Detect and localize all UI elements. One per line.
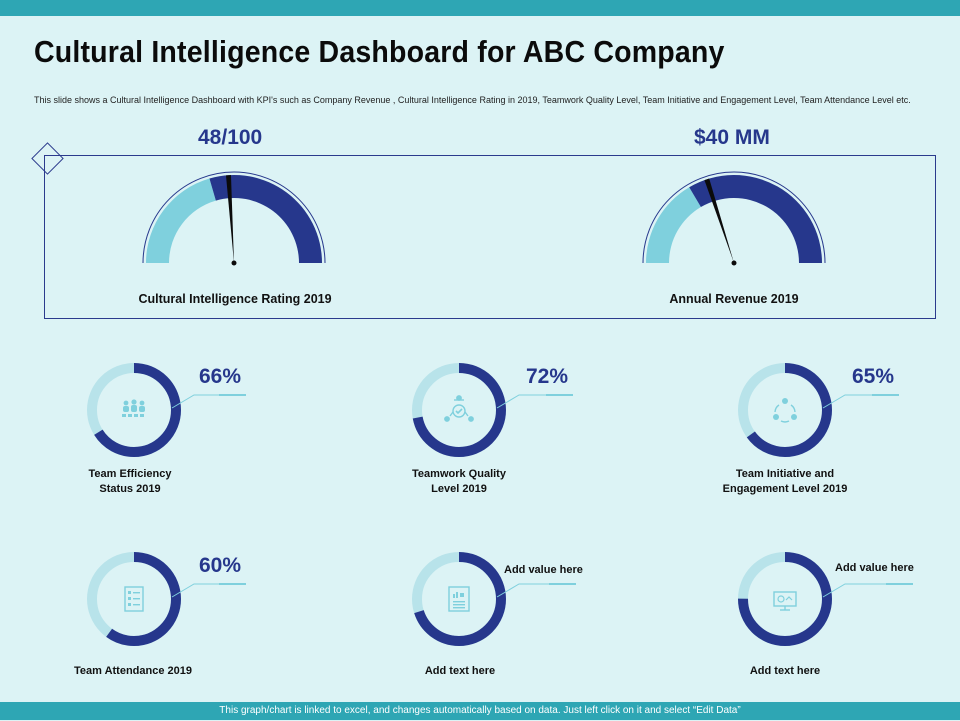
report-chart-icon — [448, 586, 470, 612]
kpi-value-placeholder: Add value here — [504, 564, 583, 576]
gauge-revenue-value: $40 MM — [694, 126, 770, 149]
callout-line — [496, 583, 576, 598]
callout-line — [171, 583, 246, 598]
gauge-rating-value: 48/100 — [198, 126, 263, 149]
gauge-rating-label: Cultural Intelligence Rating 2019 — [138, 292, 332, 306]
callout-line — [171, 394, 246, 409]
quality-network-icon — [444, 395, 474, 422]
footer-note: This graph/chart is linked to excel, and… — [0, 702, 960, 720]
gauge-revenue-outline — [642, 171, 826, 264]
gauge-rating-outline — [142, 171, 326, 264]
callout-line — [822, 394, 899, 409]
kpi-team-attendance: 60% Team Attendance 2019 — [74, 551, 316, 721]
gauge-revenue-pivot — [731, 260, 737, 266]
kpi-donut-chart — [87, 363, 246, 457]
kpi-label: Teamwork Quality Level 2019 — [412, 468, 506, 495]
kpi-donut-chart — [412, 363, 573, 457]
donut-progress — [87, 363, 181, 457]
gauge-revenue-label: Annual Revenue 2019 — [669, 292, 799, 306]
kpi-donut-chart — [412, 552, 576, 646]
kpi-team-initiative: 65% Team Initiative and Engagement Level … — [723, 361, 960, 531]
gauge-revenue-chart — [642, 171, 826, 266]
kpi-donut-chart — [738, 363, 899, 457]
top-accent-bar — [0, 0, 960, 16]
donut-progress — [412, 552, 506, 646]
kpi-percent: 72% — [526, 365, 569, 388]
kpi-value-placeholder: Add value here — [835, 562, 914, 574]
kpi-placeholder-one: Add value here Add text here — [411, 551, 641, 721]
gauge-revenue-needle — [704, 178, 734, 263]
gauges-frame — [44, 155, 936, 319]
gauge-revenue-fill-light — [646, 187, 701, 263]
team-group-icon — [122, 399, 145, 417]
kpi-team-efficiency: 66% Team Efficiency Status 2019 — [86, 361, 316, 531]
page-title: Cultural Intelligence Dashboard for ABC … — [34, 34, 725, 69]
kpi-teamwork-quality: 72% Teamwork Quality Level 2019 — [411, 361, 641, 531]
donut-progress — [738, 552, 832, 646]
kpi-percent: 66% — [199, 365, 242, 388]
callout-line — [822, 583, 913, 598]
kpi-donut-chart — [738, 552, 913, 646]
kpi-percent: 60% — [199, 554, 242, 577]
kpi-label: Add text here — [424, 665, 496, 677]
page-description: This slide shows a Cultural Intelligence… — [34, 95, 911, 105]
gauge-rating-fill-light — [146, 178, 216, 263]
kpi-label: Add text here — [749, 665, 821, 677]
gauge-rating-fill-dark — [209, 175, 322, 263]
kpi-label: Team Initiative and Engagement Level 2019 — [722, 468, 848, 495]
gauge-rating-pivot — [231, 260, 237, 266]
kpi-percent: 65% — [852, 365, 895, 388]
gauge-rating-chart — [142, 171, 326, 266]
donut-progress — [412, 363, 506, 457]
kpi-donut-chart — [87, 552, 246, 646]
kpi-label: Team Attendance 2019 — [74, 665, 192, 677]
attendance-sheet-icon — [124, 586, 144, 612]
team-cycle-icon — [773, 398, 797, 423]
donut-progress — [738, 363, 832, 457]
presentation-board-icon — [773, 591, 797, 611]
kpi-placeholder-two: Add value here Add text here — [737, 551, 960, 721]
gauge-rating-needle — [225, 175, 234, 263]
donut-progress — [87, 552, 181, 646]
callout-line — [496, 394, 573, 409]
gauge-revenue-fill-dark — [689, 175, 822, 263]
kpi-label: Team Efficiency Status 2019 — [88, 468, 172, 495]
